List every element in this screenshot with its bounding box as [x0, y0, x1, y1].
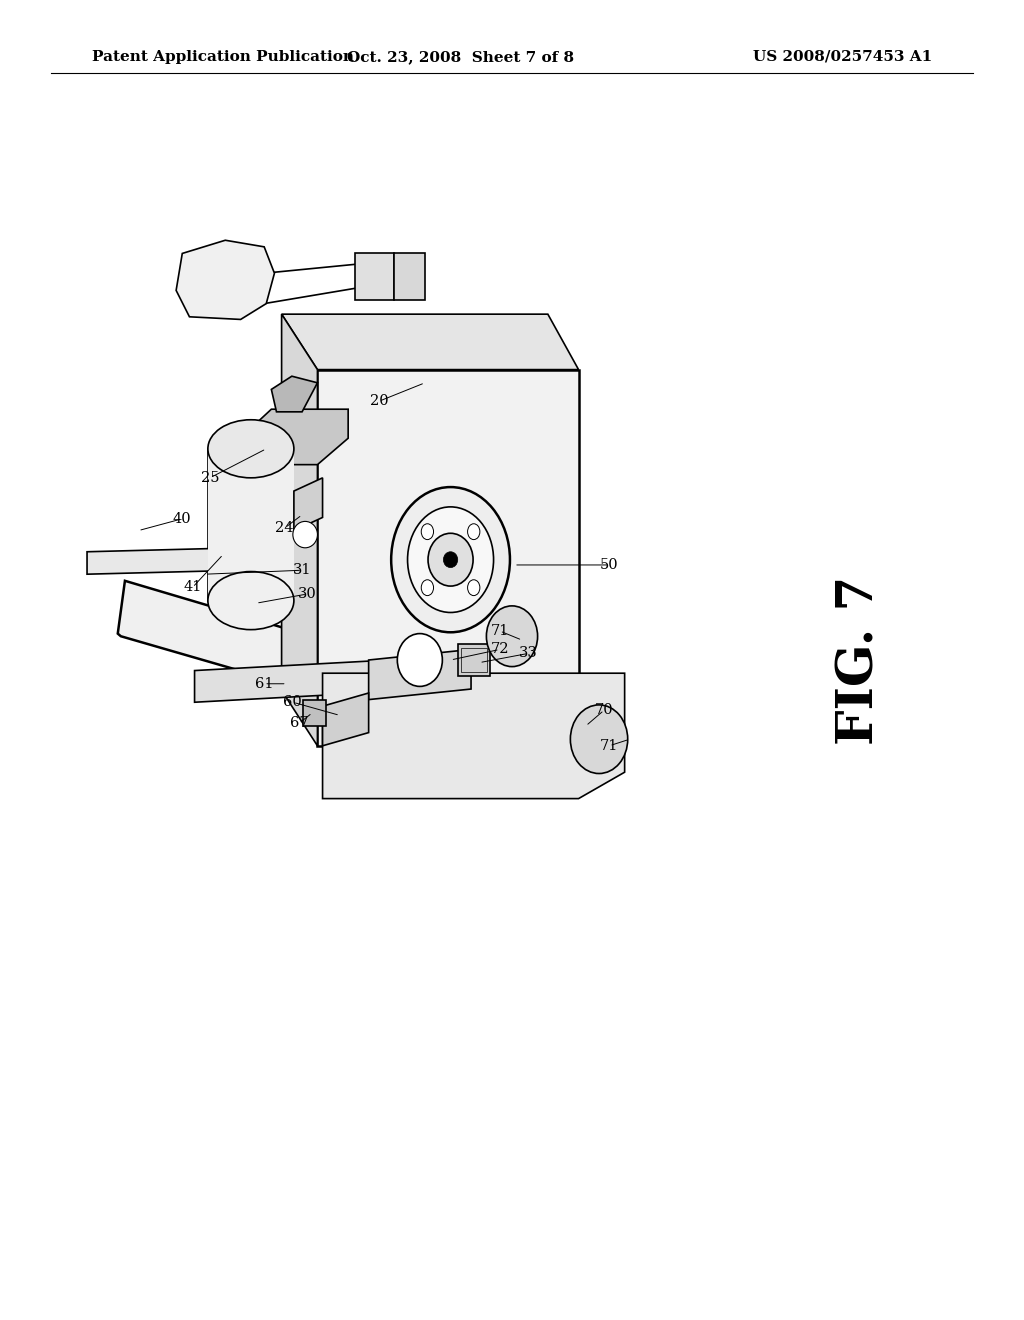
Ellipse shape [486, 606, 538, 667]
Ellipse shape [208, 420, 294, 478]
Ellipse shape [570, 705, 628, 774]
Text: 61: 61 [255, 677, 273, 690]
Text: 30: 30 [298, 587, 316, 601]
Text: 71: 71 [600, 739, 618, 752]
Polygon shape [323, 693, 369, 746]
Ellipse shape [408, 507, 494, 612]
Text: US 2008/0257453 A1: US 2008/0257453 A1 [753, 50, 932, 63]
Ellipse shape [421, 524, 433, 540]
Polygon shape [282, 314, 579, 370]
Polygon shape [294, 478, 323, 531]
Text: 67: 67 [290, 717, 308, 730]
Ellipse shape [468, 524, 480, 540]
Polygon shape [208, 449, 294, 601]
Ellipse shape [443, 552, 458, 568]
Text: Patent Application Publication: Patent Application Publication [92, 50, 354, 63]
Polygon shape [440, 697, 553, 763]
Bar [461, 648, 487, 672]
Polygon shape [195, 660, 389, 702]
Text: 40: 40 [173, 512, 191, 525]
Polygon shape [303, 700, 326, 726]
Polygon shape [118, 581, 532, 763]
Polygon shape [369, 649, 471, 700]
Polygon shape [317, 370, 579, 746]
Polygon shape [323, 673, 625, 799]
Polygon shape [394, 253, 425, 300]
Text: 72: 72 [490, 643, 509, 656]
Polygon shape [355, 253, 394, 300]
Text: 25: 25 [201, 471, 219, 484]
Polygon shape [246, 409, 348, 465]
Ellipse shape [391, 487, 510, 632]
Ellipse shape [208, 572, 294, 630]
Ellipse shape [293, 521, 317, 548]
Ellipse shape [397, 634, 442, 686]
Polygon shape [282, 314, 317, 746]
Polygon shape [271, 376, 317, 412]
Bar [458, 644, 490, 676]
Text: 33: 33 [519, 647, 538, 660]
Ellipse shape [428, 533, 473, 586]
Text: 41: 41 [183, 581, 202, 594]
Text: 24: 24 [275, 521, 294, 535]
Ellipse shape [468, 579, 480, 595]
Polygon shape [176, 240, 274, 319]
Polygon shape [87, 548, 241, 574]
Text: 70: 70 [595, 704, 613, 717]
Text: 50: 50 [600, 558, 618, 572]
Text: 20: 20 [370, 395, 388, 408]
Ellipse shape [421, 579, 433, 595]
Text: 60: 60 [284, 696, 302, 709]
Text: 31: 31 [293, 564, 311, 577]
Text: FIG. 7: FIG. 7 [836, 576, 885, 744]
Text: Oct. 23, 2008  Sheet 7 of 8: Oct. 23, 2008 Sheet 7 of 8 [347, 50, 574, 63]
Text: 71: 71 [490, 624, 509, 638]
